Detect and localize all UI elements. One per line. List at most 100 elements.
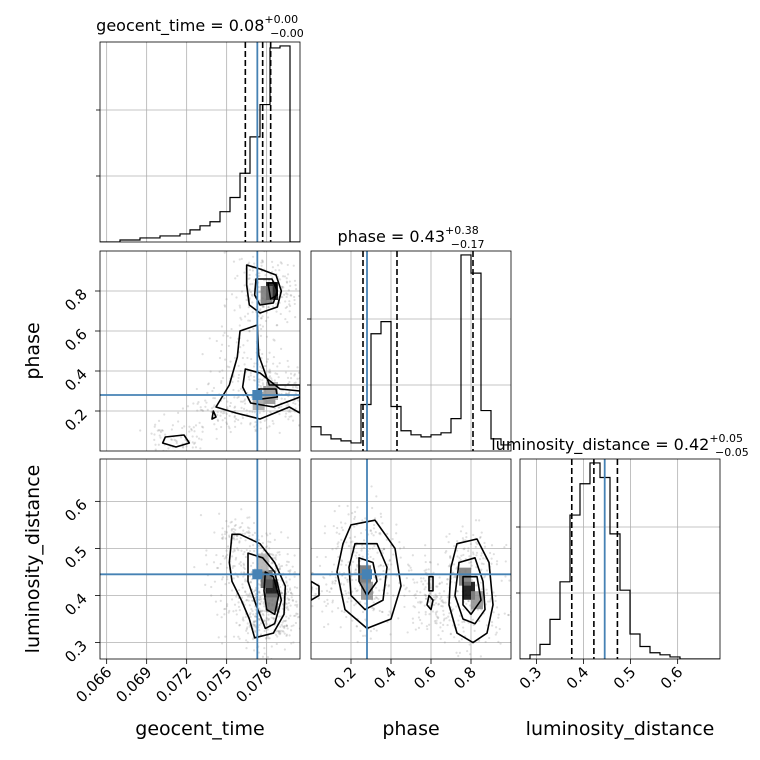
scatter-point: [258, 618, 261, 622]
scatter-point: [268, 375, 272, 378]
scatter-point: [463, 620, 466, 623]
scatter-point: [221, 369, 224, 372]
scatter-point: [360, 549, 363, 552]
scatter-point: [383, 547, 386, 551]
scatter-point: [287, 608, 290, 612]
scatter-point: [287, 569, 290, 573]
scatter-point: [223, 607, 226, 611]
scatter-point: [159, 429, 162, 432]
scatter-point: [198, 421, 201, 424]
scatter-point: [362, 539, 366, 542]
scatter-point: [286, 273, 290, 276]
scatter-point: [290, 294, 293, 297]
scatter-point: [221, 576, 224, 579]
scatter-point: [287, 598, 290, 601]
scatter-point: [434, 595, 437, 598]
scatter-point: [234, 528, 237, 531]
scatter-point: [278, 567, 281, 570]
scatter-point: [261, 612, 264, 616]
scatter-point: [274, 633, 278, 636]
scatter-point: [233, 420, 236, 423]
scatter-point: [221, 419, 224, 422]
scatter-point: [460, 554, 463, 557]
scatter-point: [429, 586, 433, 589]
scatter-point: [253, 411, 256, 414]
panel-frame-geocent-time-vs-luminosity-distance: [99, 458, 301, 660]
scatter-point: [263, 419, 266, 422]
scatter-point: [318, 564, 322, 567]
scatter-point: [237, 376, 240, 380]
scatter-point: [228, 609, 231, 612]
scatter-point: [345, 592, 348, 595]
scatter-point: [375, 495, 378, 498]
scatter-point: [170, 438, 174, 441]
scatter-point: [286, 597, 289, 600]
scatter-point: [434, 613, 438, 616]
scatter-point: [232, 610, 235, 613]
scatter-point: [437, 634, 440, 637]
scatter-point: [325, 604, 328, 608]
scatter-point: [379, 564, 382, 567]
scatter-point: [295, 612, 298, 615]
scatter-point: [284, 415, 287, 418]
scatter-point: [233, 405, 237, 408]
scatter-point: [258, 290, 261, 294]
contour-phase-vs-luminosity-distance-2: [358, 557, 378, 597]
scatter-point: [294, 283, 297, 287]
scatter-point: [344, 563, 348, 567]
scatter-point: [349, 541, 353, 544]
scatter-point: [351, 578, 354, 582]
scatter-point: [407, 563, 410, 566]
scatter-point: [297, 371, 300, 374]
scatter-point: [271, 562, 275, 565]
scatter-point: [436, 595, 439, 599]
scatter-point: [173, 438, 176, 441]
scatter-point: [268, 370, 271, 373]
scatter-point: [263, 652, 266, 655]
scatter-point: [346, 504, 349, 508]
scatter-point: [242, 619, 245, 622]
scatter-point: [251, 609, 254, 613]
scatter-point: [248, 527, 251, 530]
scatter-point: [205, 477, 207, 479]
scatter-point: [500, 579, 503, 582]
scatter-point: [271, 266, 275, 269]
scatter-point: [225, 604, 229, 608]
scatter-point: [399, 556, 402, 559]
scatter-point: [257, 618, 261, 621]
scatter-point: [180, 436, 183, 439]
scatter-point: [248, 410, 251, 413]
scatter-point: [253, 623, 256, 626]
scatter-point: [290, 415, 293, 418]
scatter-point: [251, 269, 255, 272]
scatter-point: [313, 391, 315, 393]
scatter-point: [492, 591, 495, 594]
scatter-point: [258, 602, 261, 605]
scatter-point: [269, 540, 272, 544]
scatter-point: [293, 302, 296, 306]
scatter-point: [423, 569, 426, 572]
scatter-point: [442, 601, 445, 604]
scatter-point: [260, 261, 263, 264]
scatter-point: [372, 601, 375, 604]
scatter-point: [172, 452, 174, 454]
scatter-point: [218, 370, 221, 373]
scatter-point: [204, 399, 207, 402]
scatter-point: [249, 581, 253, 584]
xtick-label-luminosity-distance-0: 0.3: [516, 663, 546, 693]
scatter-point: [286, 321, 289, 324]
scatter-point: [272, 355, 276, 359]
scatter-point: [249, 422, 252, 425]
contour-geocent-time-vs-phase-6: [211, 410, 217, 420]
scatter-point: [160, 429, 164, 432]
scatter-point: [267, 279, 270, 282]
scatter-point: [235, 556, 238, 559]
scatter-point: [308, 388, 310, 390]
scatter-point: [216, 411, 219, 414]
scatter-point: [325, 583, 328, 586]
scatter-point: [213, 404, 216, 407]
scatter-point: [507, 613, 510, 617]
scatter-point: [205, 549, 208, 552]
scatter-point: [438, 592, 441, 595]
scatter-point: [235, 613, 238, 616]
